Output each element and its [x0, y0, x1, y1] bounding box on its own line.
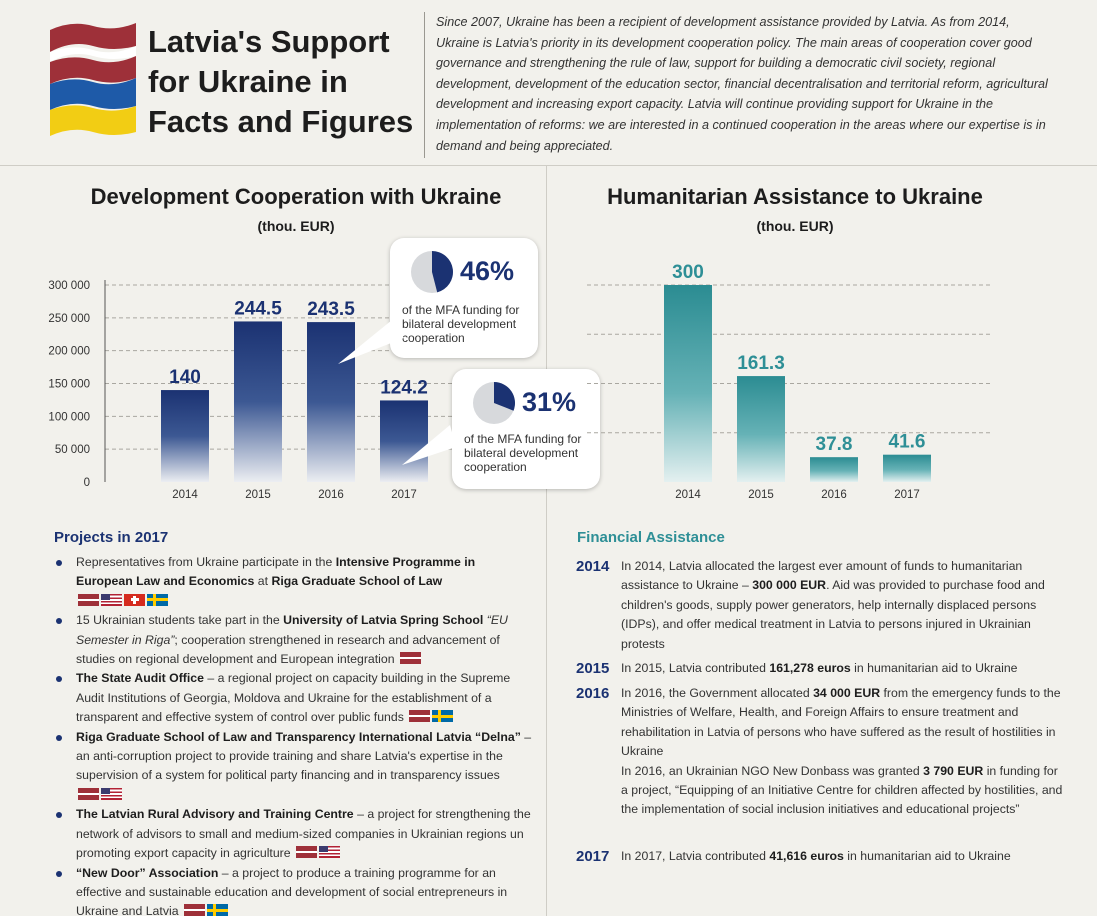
dev-y-tick-label: 0: [84, 477, 90, 489]
flag-lv-icon: [409, 710, 431, 723]
dev-y-tick-label: 100 000: [48, 411, 90, 423]
hum-data-label-2015: 161.3: [737, 353, 785, 374]
flag-se-icon: [206, 904, 228, 916]
project-item: The State Audit Office – a regional proj…: [54, 669, 534, 727]
financial-year: 2016: [576, 685, 610, 702]
hum-chart-title: Humanitarian Assistance to Ukraine: [607, 184, 983, 209]
dev-x-tick-label-2017: 2017: [391, 489, 417, 501]
pie-46-icon: [411, 251, 453, 293]
project-flags: [78, 593, 168, 608]
hum-bar-2014: [664, 285, 712, 482]
dev-data-label-2015: 244.5: [234, 298, 282, 319]
dev-y-tick-label: 50 000: [55, 444, 90, 456]
dev-chart: 0 50 000 100 000 150 000 200 000 250 000 300 0…: [48, 280, 455, 501]
project-item: Riga Graduate School of Law and Transpar…: [54, 728, 534, 806]
project-flags: [78, 787, 122, 802]
financial-entry-2014: 2014 In 2014, Latvia allocated the larges…: [576, 557, 1066, 654]
projects-list: Representatives from Ukraine participate…: [54, 553, 534, 916]
flag-us-icon: [101, 593, 122, 606]
financial-entry-2016: 2016 In 2016, the Government allocated 34…: [576, 684, 1066, 820]
hum-x-tick-label-2014: 2014: [675, 489, 701, 501]
hum-x-tick-label-2016: 2016: [821, 489, 847, 501]
financial-text: In 2017, Latvia contributed 41,616 euros…: [621, 849, 1011, 863]
flag-us-icon: [319, 846, 341, 859]
dev-y-tick-label: 250 000: [48, 313, 90, 325]
callout-46-text: of the MFA funding for bilateral develop…: [402, 303, 520, 345]
financial-text: In 2016, the Government allocated 34 000…: [621, 686, 1063, 817]
intro-text: Since 2007, Ukraine has been a recipient…: [436, 15, 1048, 153]
projects-heading: Projects in 2017: [54, 529, 169, 546]
financial-entry-2017: 2017 In 2017, Latvia contributed 41,616 e…: [576, 847, 1066, 866]
flag-us-icon: [101, 787, 122, 800]
project-item: Representatives from Ukraine participate…: [54, 553, 534, 611]
flag-lv-icon: [400, 652, 422, 665]
financial-entry-2015: 2015 In 2015, Latvia contributed 161,278 …: [576, 659, 1066, 678]
hum-chart: 300 161.3 37.8 41.6 2014 2015 2016 2017: [587, 262, 992, 501]
project-item: “New Door” Association – a project to pr…: [54, 864, 534, 916]
dev-y-tick-label: 300 000: [48, 280, 90, 292]
dev-bar-2016: [307, 322, 355, 482]
project-item: 15 Ukrainian students take part in the U…: [54, 611, 534, 669]
dev-bar-2015: [234, 321, 282, 482]
flag-lv-icon: [183, 904, 205, 916]
hum-bar-2016: [810, 457, 858, 482]
callout-31-pointer: [402, 425, 456, 465]
dev-chart-unit: (thou. EUR): [257, 218, 335, 234]
callout-31-text: of the MFA funding for bilateral develop…: [464, 432, 582, 474]
project-flags: [400, 652, 422, 666]
dev-y-tick-label: 150 000: [48, 379, 90, 391]
project-flags: [409, 710, 454, 724]
dev-y-tick-label: 200 000: [48, 346, 90, 358]
dev-bar-2014: [161, 390, 209, 482]
financial-year: 2014: [576, 558, 610, 575]
header: Latvia's Support for Ukraine in Facts an…: [0, 0, 1097, 166]
dev-data-label-2017: 124.2: [380, 377, 428, 398]
dev-x-tick-label-2015: 2015: [245, 489, 271, 501]
page-title: Latvia's Support for Ukraine in Facts an…: [148, 22, 418, 142]
latvia-ukraine-flag-logo: [50, 23, 136, 136]
flag-se-icon: [432, 710, 454, 723]
project-flags: [183, 904, 228, 916]
title-line-2: for Ukraine in: [148, 64, 348, 99]
callout-31-percent: 31%: [522, 387, 577, 417]
hum-data-label-2017: 41.6: [889, 432, 926, 453]
flag-ch-icon: [124, 593, 145, 606]
project-flags: [296, 846, 341, 860]
dev-data-label-2016: 243.5: [307, 299, 355, 320]
financial-text: In 2014, Latvia allocated the largest ev…: [621, 559, 1045, 651]
dev-x-tick-label-2014: 2014: [172, 489, 198, 501]
project-item: The Latvian Rural Advisory and Training …: [54, 805, 534, 863]
financial-year: 2015: [576, 660, 610, 677]
pie-31-icon: [473, 382, 516, 424]
hum-chart-unit: (thou. EUR): [756, 218, 834, 234]
callout-46: 46% of the MFA funding for bilateral dev…: [390, 238, 538, 358]
title-line-1: Latvia's Support: [148, 24, 390, 59]
header-divider: [424, 12, 425, 158]
dev-data-label-2014: 140: [169, 367, 201, 388]
hum-bar-2017: [883, 454, 931, 482]
dev-chart-title: Development Cooperation with Ukraine: [90, 184, 502, 209]
flag-lv-icon: [78, 593, 99, 606]
flag-se-icon: [147, 593, 168, 606]
title-line-3: Facts and Figures: [148, 104, 414, 139]
callout-46-pointer: [338, 320, 404, 364]
financial-year: 2017: [576, 848, 610, 865]
dev-x-tick-label-2016: 2016: [318, 489, 344, 501]
hum-data-label-2016: 37.8: [816, 434, 853, 455]
hum-data-label-2014: 300: [672, 262, 704, 283]
flag-lv-icon: [296, 846, 318, 859]
hum-x-tick-label-2017: 2017: [894, 489, 920, 501]
column-divider: [546, 166, 547, 916]
flag-lv-icon: [78, 787, 99, 800]
callout-31: 31% of the MFA funding for bilateral dev…: [452, 369, 600, 489]
callout-46-percent: 46%: [460, 256, 515, 286]
financial-text: In 2015, Latvia contributed 161,278 euro…: [621, 661, 1018, 675]
dev-bar-2017: [380, 400, 428, 482]
financial-heading: Financial Assistance: [577, 529, 725, 546]
hum-bar-2015: [737, 376, 785, 482]
hum-x-tick-label-2015: 2015: [748, 489, 774, 501]
